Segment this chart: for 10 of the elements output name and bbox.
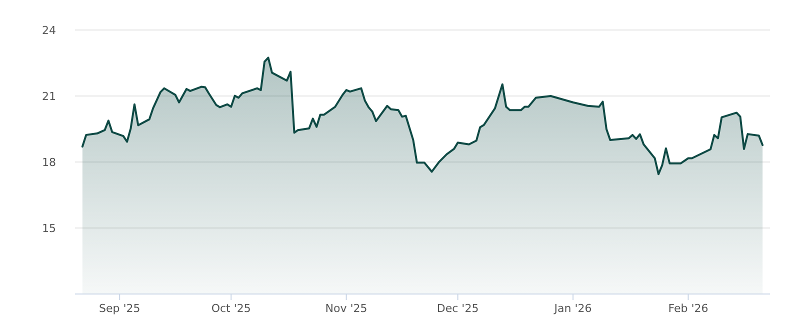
y-tick-label: 15 <box>42 222 56 235</box>
y-tick-label: 24 <box>42 24 56 37</box>
x-tick-label: Nov '25 <box>325 302 368 315</box>
x-tick-label: Oct '25 <box>211 302 251 315</box>
y-tick-label: 18 <box>42 156 56 169</box>
y-tick-label: 21 <box>42 90 56 103</box>
x-tick-label: Sep '25 <box>98 302 140 315</box>
x-tick-label: Feb '26 <box>668 302 708 315</box>
x-tick-label: Jan '26 <box>553 302 592 315</box>
x-tick-label: Dec '25 <box>436 302 479 315</box>
